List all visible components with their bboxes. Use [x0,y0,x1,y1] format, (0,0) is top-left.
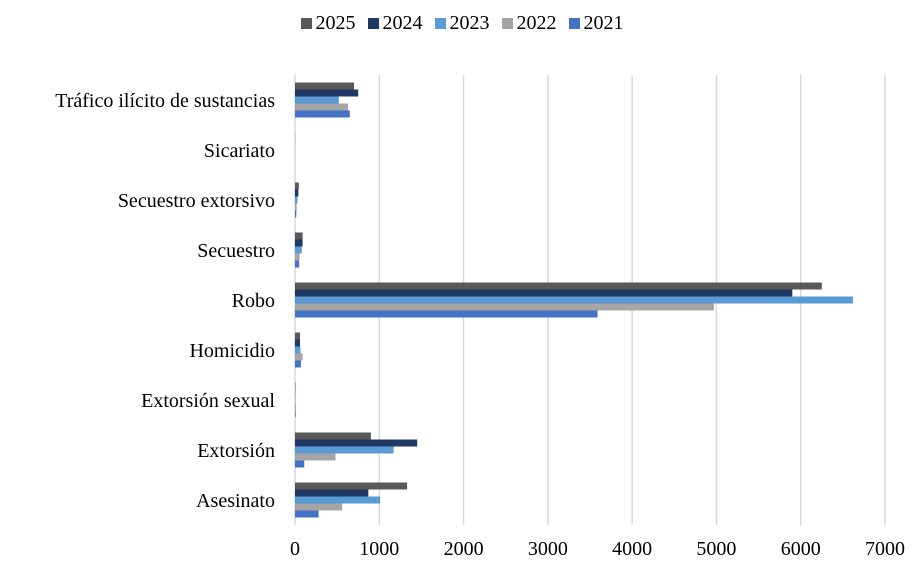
bar-2021-0 [295,510,319,518]
bar-2024-5 [295,239,303,247]
legend-item-2022: 2022 [501,12,557,35]
legend-swatch-2022 [501,18,513,29]
bar-2021-8 [295,110,350,118]
bar-2025-1 [295,432,371,440]
legend-label-2021: 2021 [583,12,624,34]
bar-2024-4 [295,289,793,297]
legend-item-2021: 2021 [568,12,624,35]
legend-item-2023: 2023 [434,12,490,35]
bar-2024-1 [295,439,418,447]
bar-2022-1 [295,453,336,461]
bar-2022-6 [295,203,297,211]
bar-2022-5 [295,253,300,261]
category-label-0: Asesinato [196,490,275,512]
bar-2022-8 [295,103,349,111]
category-label-6: Secuestro extorsivo [118,190,275,212]
x-tick-label-1000: 1000 [359,538,399,560]
bar-2024-6 [295,189,299,197]
bar-2021-6 [295,210,297,218]
legend-item-2024: 2024 [367,12,423,35]
bar-2023-3 [295,346,301,354]
category-label-3: Homicidio [189,340,275,362]
bar-2023-1 [295,446,394,454]
category-label-8: Tráfico ilícito de sustancias [55,90,275,112]
bar-2022-0 [295,503,343,511]
legend-swatch-2021 [568,18,580,29]
category-label-1: Extorsión [197,440,275,462]
x-tick-label-5000: 5000 [696,538,736,560]
x-tick-labels: 0 1000 2000 3000 4000 5000 6000 7000 [290,538,905,560]
x-tick-label-6000: 6000 [781,538,821,560]
bar-2025-3 [295,332,301,340]
bar-2022-2 [295,403,296,411]
bar-2023-6 [295,196,298,204]
legend-label-2025: 2025 [315,12,356,34]
bar-2025-5 [295,232,303,240]
x-tick-label-3000: 3000 [528,538,568,560]
category-label-7: Sicariato [204,140,275,162]
bar-2023-0 [295,496,381,504]
category-labels: Asesinato Extorsión Extorsión sexual Homici… [55,90,275,512]
bar-2021-4 [295,310,598,318]
legend-swatch-2024 [367,18,379,29]
legend-label-2023: 2023 [449,12,490,34]
x-tick-label-7000: 7000 [865,538,905,560]
x-tick-label-2000: 2000 [444,538,484,560]
bar-2025-4 [295,282,822,290]
bar-2023-4 [295,296,853,304]
category-label-5: Secuestro [197,240,275,262]
bar-2024-8 [295,89,359,97]
bar-2021-1 [295,460,305,468]
bar-2024-3 [295,339,301,347]
category-label-4: Robo [232,290,275,312]
chart-legend: 2025 2024 2023 2022 2021 [0,12,924,35]
legend-label-2024: 2024 [382,12,423,34]
x-tick-label-0: 0 [290,538,300,560]
bar-2021-3 [295,360,301,368]
legend-label-2022: 2022 [516,12,557,34]
bar-2025-6 [295,182,299,190]
bar-2023-5 [295,246,302,254]
bar-2025-8 [295,82,354,90]
category-label-2: Extorsión sexual [141,390,275,412]
bar-2022-3 [295,353,303,361]
x-tick-label-4000: 4000 [612,538,652,560]
legend-item-2025: 2025 [300,12,356,35]
bar-2021-5 [295,260,300,268]
bar-2024-0 [295,489,369,497]
bar-2025-0 [295,482,408,490]
legend-swatch-2025 [300,18,312,29]
bar-2023-8 [295,96,339,104]
legend-swatch-2023 [434,18,446,29]
bar-2021-2 [295,410,296,418]
bars [295,82,853,518]
bar-2022-4 [295,303,714,311]
